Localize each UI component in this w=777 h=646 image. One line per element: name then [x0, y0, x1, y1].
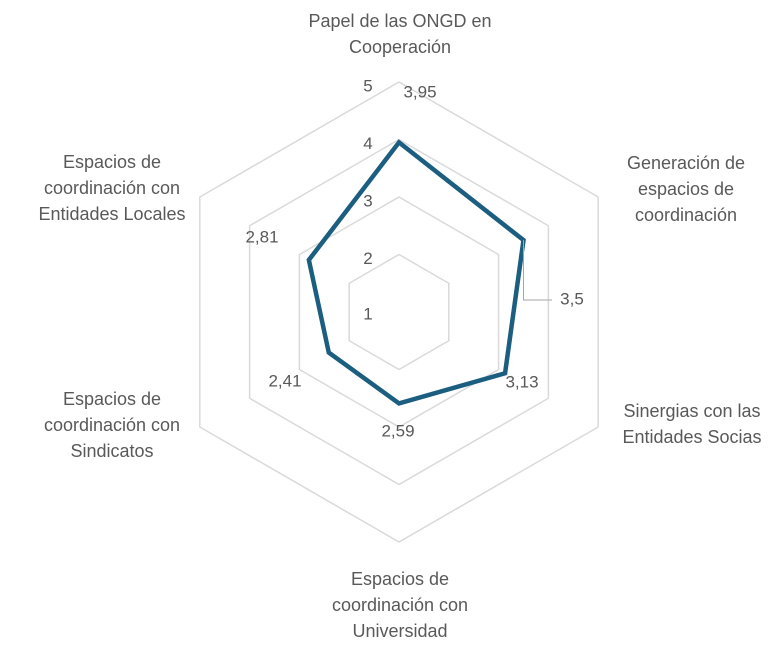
- category-label: Espacios de coordinación con Universidad: [331, 569, 469, 641]
- grid-ring: [199, 81, 599, 543]
- data-label: 3,95: [403, 82, 436, 101]
- category-label: Espacios de coordinación con Sindicatos: [43, 389, 181, 461]
- category-label: Espacios de coordinación con Entidades L…: [38, 152, 186, 224]
- category-label: Sinergias con las Entidades Socias: [622, 401, 762, 447]
- category-label: Papel de las ONGD en Cooperación: [308, 11, 492, 57]
- data-label: 3,5: [560, 289, 584, 308]
- data-label: 3,13: [505, 372, 538, 391]
- r-tick-label: 1: [363, 304, 372, 323]
- grid-ring: [348, 253, 450, 371]
- data-label: 2,81: [245, 227, 278, 246]
- leader-line: [522, 240, 552, 301]
- r-tick-label: 5: [363, 76, 372, 95]
- category-label: Generación de espacios de coordinación: [626, 153, 746, 225]
- r-tick-label: 3: [363, 191, 372, 210]
- r-tick-label: 2: [363, 249, 372, 268]
- series-line: [306, 139, 526, 406]
- r-tick-label: 4: [363, 134, 372, 153]
- grid-ring: [248, 138, 550, 486]
- data-label: 2,41: [268, 371, 301, 390]
- grid-ring: [298, 196, 500, 428]
- data-label: 2,59: [381, 421, 414, 440]
